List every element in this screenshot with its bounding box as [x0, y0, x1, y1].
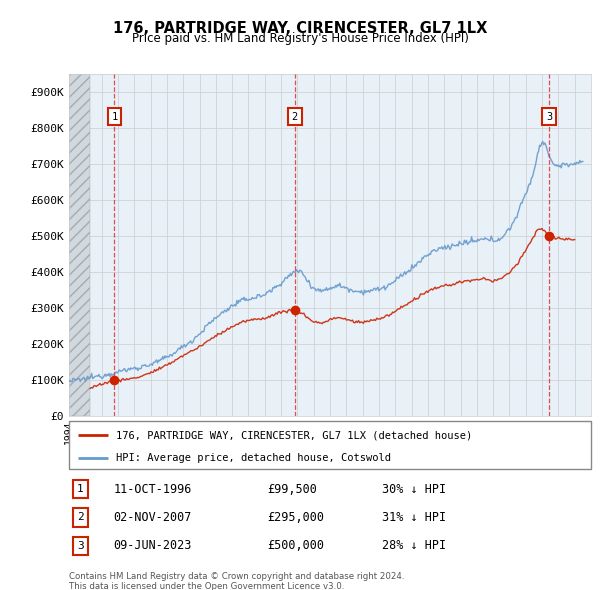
Text: HPI: Average price, detached house, Cotswold: HPI: Average price, detached house, Cots…	[116, 453, 391, 463]
Text: 2: 2	[77, 513, 84, 522]
Text: 09-JUN-2023: 09-JUN-2023	[113, 539, 192, 552]
Text: 176, PARTRIDGE WAY, CIRENCESTER, GL7 1LX: 176, PARTRIDGE WAY, CIRENCESTER, GL7 1LX	[113, 21, 487, 35]
Text: 1: 1	[77, 484, 84, 494]
Text: 176, PARTRIDGE WAY, CIRENCESTER, GL7 1LX (detached house): 176, PARTRIDGE WAY, CIRENCESTER, GL7 1LX…	[116, 430, 472, 440]
Text: 11-OCT-1996: 11-OCT-1996	[113, 483, 192, 496]
Text: 02-NOV-2007: 02-NOV-2007	[113, 511, 192, 524]
Bar	[69, 74, 90, 416]
Text: 2: 2	[292, 112, 298, 122]
Text: 28% ↓ HPI: 28% ↓ HPI	[382, 539, 446, 552]
Text: 3: 3	[546, 112, 553, 122]
Text: 30% ↓ HPI: 30% ↓ HPI	[382, 483, 446, 496]
Text: 3: 3	[77, 541, 84, 550]
Text: 31% ↓ HPI: 31% ↓ HPI	[382, 511, 446, 524]
Text: This data is licensed under the Open Government Licence v3.0.: This data is licensed under the Open Gov…	[69, 582, 344, 590]
Text: 1: 1	[111, 112, 118, 122]
Text: Price paid vs. HM Land Registry's House Price Index (HPI): Price paid vs. HM Land Registry's House …	[131, 32, 469, 45]
Text: £500,000: £500,000	[268, 539, 325, 552]
Text: £99,500: £99,500	[268, 483, 317, 496]
Text: £295,000: £295,000	[268, 511, 325, 524]
Text: Contains HM Land Registry data © Crown copyright and database right 2024.: Contains HM Land Registry data © Crown c…	[69, 572, 404, 581]
FancyBboxPatch shape	[69, 421, 591, 469]
